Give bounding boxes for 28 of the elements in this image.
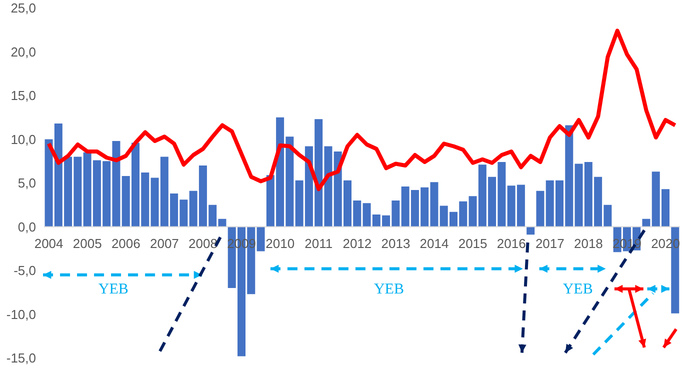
y-tick-label: -5,0 — [14, 263, 36, 278]
y-tick-label: 20,0 — [10, 44, 36, 60]
x-tick-label: 2018 — [574, 236, 603, 251]
annotation: YEB — [374, 281, 404, 298]
x-tick-label: 2012 — [342, 236, 372, 251]
y-tick-label: -15,0 — [6, 350, 36, 366]
x-tick-label: 2014 — [420, 236, 449, 251]
bar — [256, 226, 265, 252]
y-tick-label: 0,0 — [18, 219, 36, 234]
annotation: YEB — [562, 281, 593, 298]
x-tick-label: 2013 — [381, 236, 410, 251]
x-tick-label: 2010 — [266, 236, 295, 251]
bar — [536, 190, 544, 227]
x-tick-label: 2016 — [496, 236, 526, 251]
y-tick-label: 25,0 — [10, 0, 36, 16]
y-tick-label: 10,0 — [10, 132, 36, 147]
y-tick-label: 15,0 — [10, 88, 36, 104]
x-tick-label: 2005 — [72, 236, 102, 251]
x-tick-label: 2007 — [150, 236, 179, 251]
annotation: YEB — [98, 281, 128, 298]
y-tick-label: -10,0 — [6, 306, 36, 322]
line-series — [46, 28, 678, 192]
y-tick-label: 5,0 — [18, 176, 36, 191]
x-tick-label: 2006 — [111, 236, 140, 251]
x-tick-label: 2017 — [535, 236, 564, 251]
x-tick-label: 2004 — [34, 236, 64, 251]
x-tick-label: 2015 — [458, 236, 488, 251]
x-tick-label: 2011 — [304, 236, 333, 251]
